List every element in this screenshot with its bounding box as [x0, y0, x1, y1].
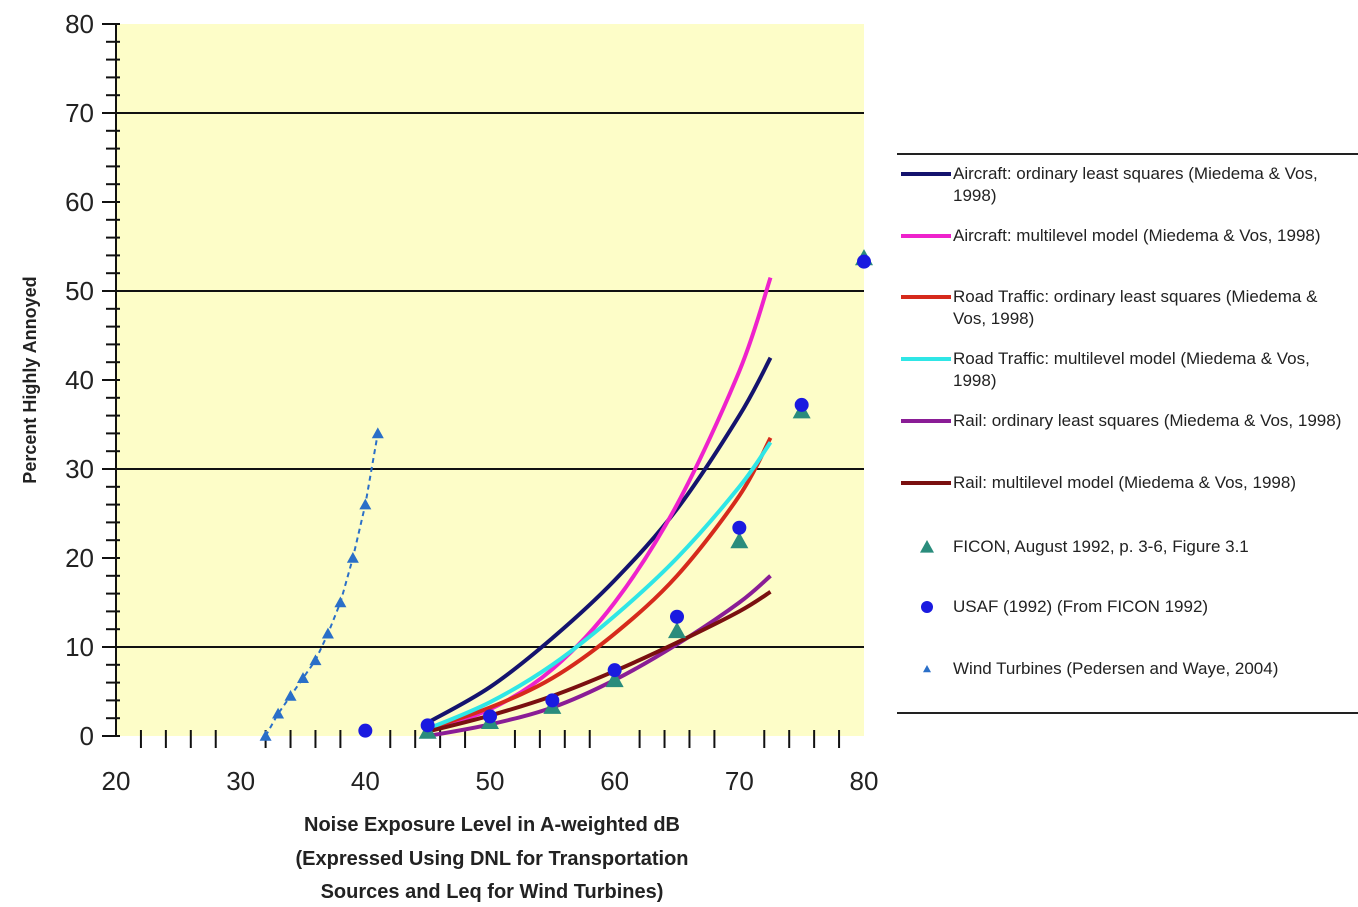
series-6-point: [605, 670, 624, 688]
legend-item: Aircraft: multilevel model (Miedema & Vo…: [897, 225, 1358, 247]
series-8-point: [321, 627, 334, 639]
y-tick-label: 70: [65, 98, 94, 128]
series-6-point: [668, 621, 686, 639]
legend-label: Road Traffic: multilevel model (Miedema …: [953, 349, 1310, 390]
series-8-line: [264, 433, 379, 737]
plot-area: [116, 24, 864, 736]
x-tick-label: 50: [476, 766, 505, 796]
series-2-line: [427, 436, 773, 731]
legend-item: Rail: multilevel model (Miedema & Vos, 1…: [897, 472, 1358, 494]
x-ticks: 20 30 40 50 60 70 80: [102, 730, 879, 796]
series-8-point: [272, 707, 285, 719]
series-8-point: [297, 672, 309, 683]
legend-item: USAF (1992) (From FICON 1992): [897, 596, 1358, 618]
legend-label: Rail: ordinary least squares (Miedema & …: [953, 411, 1342, 430]
series-7-point: [607, 663, 622, 678]
series-6-point: [730, 532, 749, 549]
y-axis-label: Percent Highly Annoyed: [20, 276, 40, 483]
legend-triangle-marker: [920, 540, 934, 553]
legend-item: Wind Turbines (Pedersen and Waye, 2004): [897, 658, 1358, 680]
legend-swatch: [897, 225, 953, 247]
series-7-point: [483, 709, 497, 724]
series-0-line: [426, 356, 773, 725]
legend-circle-marker: [921, 601, 933, 613]
series-8-point: [359, 498, 372, 510]
y-tick-label: 50: [65, 276, 94, 306]
legend-item: Road Traffic: ordinary least squares (Mi…: [897, 286, 1358, 330]
x-tick-label: 30: [226, 766, 255, 796]
legend-label: Wind Turbines (Pedersen and Waye, 2004): [953, 659, 1279, 678]
legend-item: Aircraft: ordinary least squares (Miedem…: [897, 163, 1358, 207]
y-tick-label: 40: [65, 365, 94, 395]
legend-swatch: [897, 286, 953, 308]
legend-item: Road Traffic: multilevel model (Miedema …: [897, 348, 1358, 392]
legend-swatch: [897, 472, 953, 494]
series-8-point: [334, 596, 347, 608]
legend-label: Road Traffic: ordinary least squares (Mi…: [953, 287, 1318, 328]
chart: 20 30 40 50 60 70 80 0 10 20 30 40 50 60 70 80 Percent…: [20, 9, 879, 903]
series-8-point: [346, 552, 359, 563]
legend: Aircraft: ordinary least squares (Miedem…: [897, 153, 1358, 714]
x-axis-label-line-3: Sources and Leq for Wind Turbines): [321, 881, 664, 903]
gridlines: [116, 112, 864, 648]
legend-item: FICON, August 1992, p. 3-6, Figure 3.1: [897, 536, 1358, 558]
legend-small-triangle-marker: [923, 665, 931, 673]
series-7-point: [794, 397, 809, 412]
legend-label: FICON, August 1992, p. 3-6, Figure 3.1: [953, 537, 1249, 556]
legend-label: USAF (1992) (From FICON 1992): [953, 597, 1209, 616]
legend-swatch: [897, 410, 953, 432]
x-tick-label: 40: [351, 766, 380, 796]
x-tick-label: 80: [850, 766, 879, 796]
y-tick-label: 80: [65, 9, 94, 39]
y-tick-label: 20: [65, 543, 94, 573]
x-axis-label-line-1: Noise Exposure Level in A-weighted dB: [304, 814, 680, 836]
y-tick-label: 30: [65, 454, 94, 484]
series-7-point: [857, 254, 871, 269]
legend-swatch: [897, 536, 953, 558]
series-layer: [259, 249, 873, 741]
legend-swatch: [897, 163, 953, 185]
legend-swatch: [897, 348, 953, 370]
legend-swatch: [897, 658, 953, 680]
legend-swatch: [897, 596, 953, 618]
legend-item: Rail: ordinary least squares (Miedema & …: [897, 410, 1358, 432]
series-7-point: [732, 520, 747, 535]
series-8-point: [284, 689, 297, 701]
series-3-line: [426, 441, 773, 731]
series-8-point: [371, 427, 384, 439]
series-8-point: [309, 654, 322, 666]
x-axis-label-line-2: (Expressed Using DNL for Transportation: [295, 848, 688, 870]
x-tick-label: 60: [600, 766, 629, 796]
legend-label: Aircraft: ordinary least squares (Miedem…: [953, 164, 1318, 205]
y-ticks: 0 10 20 30 40 50 60 70 80: [65, 9, 120, 751]
y-tick-label: 60: [65, 187, 94, 217]
x-tick-label: 70: [725, 766, 754, 796]
y-tick-label: 0: [80, 721, 94, 751]
y-tick-label: 10: [65, 632, 94, 662]
series-7-point: [545, 693, 560, 708]
series-7-point: [358, 723, 373, 738]
legend-label: Aircraft: multilevel model (Miedema & Vo…: [953, 226, 1321, 245]
legend-label: Rail: multilevel model (Miedema & Vos, 1…: [953, 473, 1296, 492]
series-7-point: [670, 609, 684, 624]
x-tick-label: 20: [102, 766, 131, 796]
series-7-point: [420, 718, 435, 733]
series-8-point: [259, 730, 272, 741]
